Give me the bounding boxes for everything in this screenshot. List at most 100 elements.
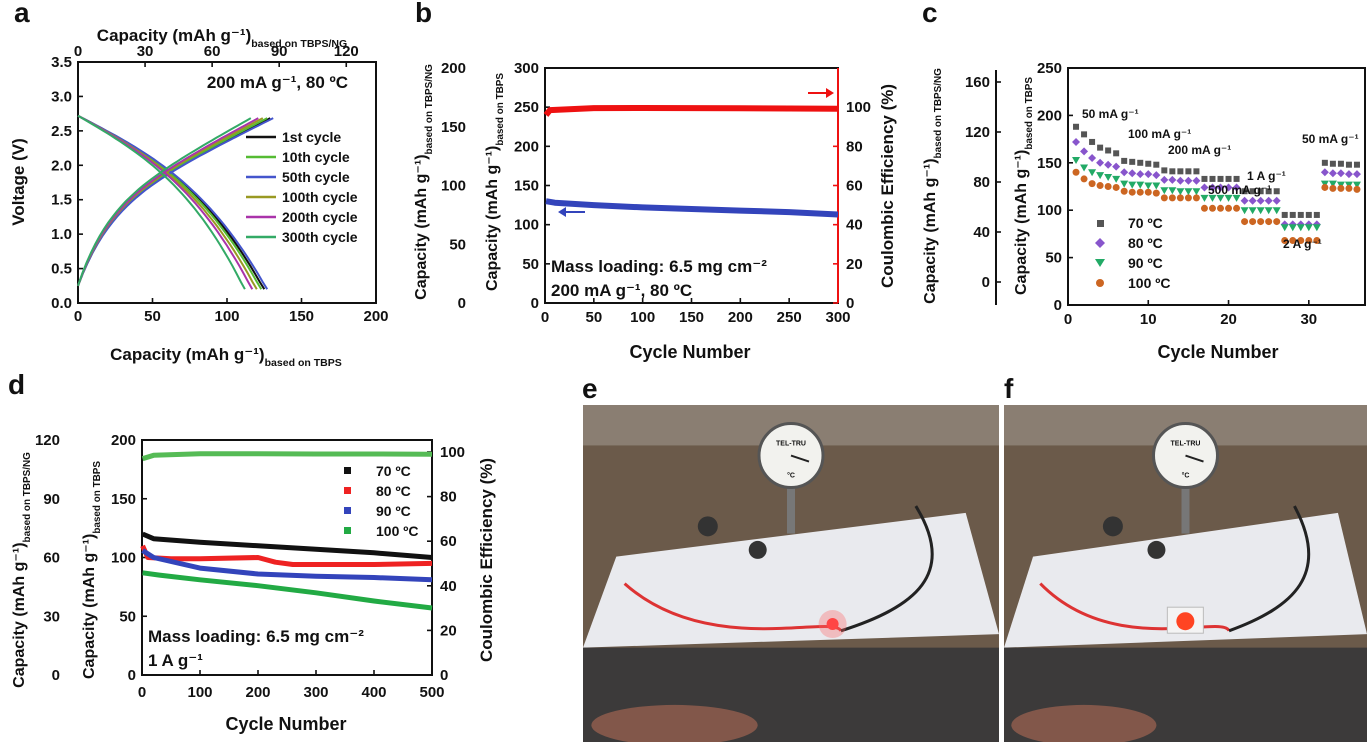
- chart-c-point: [1152, 182, 1161, 190]
- chart-c-outer-ytick-label: 160: [965, 74, 990, 91]
- chart-d-xtick-label: 0: [138, 684, 146, 701]
- chart-c-point: [1144, 170, 1153, 179]
- chart-c-y-outer-title: Capacity (mAh g⁻¹)based on TBPS/NG: [922, 68, 944, 304]
- chart-c-point: [1153, 161, 1160, 168]
- chart-c-point: [1352, 170, 1361, 179]
- chart-d-y-outer-title: Capacity (mAh g⁻¹)based on TBPS/NG: [11, 452, 33, 688]
- photo-f-glow: [1011, 704, 1157, 742]
- chart-b-y2tick-label: 80: [846, 138, 863, 155]
- chart-c-legend-label: 90 ºC: [1128, 255, 1163, 271]
- chart-d-legend-label: 100 ºC: [376, 523, 418, 539]
- chart-c-point: [1097, 144, 1104, 151]
- chart-c-point: [1128, 188, 1136, 196]
- chart-d-y2-title: Coulombic Efficiency (%): [477, 458, 496, 662]
- chart-d-legend-label: 70 ºC: [376, 463, 411, 479]
- chart-c-point: [1273, 218, 1281, 226]
- chart-a-annotation: 200 mA g⁻¹, 80 ºC: [207, 73, 348, 92]
- chart-b-xtick-label: 100: [630, 309, 655, 326]
- chart-b-outer-ytick-label: 50: [449, 236, 466, 253]
- chart-b-y-title: Capacity (mAh g⁻¹)based on TBPS: [484, 73, 506, 291]
- chart-c-point: [1185, 168, 1192, 175]
- chart-c-legend-marker: [1095, 259, 1105, 267]
- chart-c-point: [1264, 207, 1273, 215]
- photo-e-thermometer-needle: [790, 454, 810, 463]
- chart-b-ytick-label: 0: [531, 295, 539, 312]
- chart-b-series-coulombic_efficiency: [543, 105, 839, 117]
- chart-c-rate-label: 500 mA g⁻¹: [1208, 183, 1271, 197]
- chart-c-point: [1297, 237, 1305, 245]
- chart-c-point: [1096, 158, 1105, 167]
- chart-a-xtick-label: 0: [74, 308, 82, 325]
- chart-c-legend-marker: [1096, 279, 1104, 287]
- chart-c-point: [1089, 138, 1096, 145]
- chart-c-point: [1160, 194, 1168, 202]
- chart-b-annotation-1: Mass loading: 6.5 mg cm⁻²: [551, 257, 767, 276]
- chart-c-point: [1328, 180, 1337, 188]
- chart-a-x2tick-label: 0: [74, 43, 82, 60]
- chart-a-x2tick-label: 60: [204, 43, 221, 60]
- chart-c-point: [1208, 204, 1216, 212]
- chart-d-series: [141, 531, 433, 560]
- chart-c-point: [1200, 204, 1208, 212]
- chart-c-xtick-label: 20: [1220, 311, 1237, 328]
- chart-c-point: [1168, 187, 1177, 195]
- chart-c-rate-label: 50 mA g⁻¹: [1082, 107, 1139, 121]
- chart-b-y2tick-label: 100: [846, 99, 871, 116]
- chart-c-point: [1240, 207, 1249, 215]
- chart-c-point: [1192, 194, 1200, 202]
- chart-c-point: [1168, 194, 1176, 202]
- chart-b-xtick-label: 150: [679, 309, 704, 326]
- photo-f-paper: [1004, 512, 1367, 648]
- chart-c-point: [1353, 161, 1360, 168]
- chart-c-point: [1272, 196, 1281, 205]
- chart-c-point: [1217, 175, 1224, 182]
- photo-e-black-wire: [840, 505, 934, 633]
- chart-d-ytick-label: 150: [111, 491, 136, 508]
- chart-c-point: [1321, 159, 1328, 166]
- chart-c-legend-label: 80 ºC: [1128, 235, 1163, 251]
- chart-a-x2tick-label: 120: [334, 43, 359, 60]
- photo-e-thermometer-unit: °C: [787, 472, 795, 480]
- chart-d-xtick-label: 400: [361, 684, 386, 701]
- chart-d-x-title: Cycle Number: [225, 714, 346, 734]
- chart-c-plot-area: [1067, 67, 1366, 306]
- chart-c-point: [1128, 181, 1137, 189]
- chart-a-xtick-label: 150: [289, 308, 314, 325]
- chart-a-legend-label: 1st cycle: [282, 129, 341, 145]
- panel-letter-a: a: [14, 0, 30, 28]
- chart-c-point: [1248, 207, 1257, 215]
- chart-c-point: [1105, 147, 1112, 154]
- chart-c-point: [1073, 123, 1080, 130]
- chart-c-rate-label: 1 A g⁻¹: [1247, 169, 1286, 183]
- chart-d-outer-ytick-label: 0: [52, 667, 60, 684]
- chart-c-rate-label: 200 mA g⁻¹: [1168, 143, 1231, 157]
- chart-a-ytick-label: 2.5: [51, 123, 72, 140]
- chart-b-y2tick-label: 0: [846, 295, 854, 312]
- chart-c-xtick-label: 30: [1300, 311, 1317, 328]
- chart-c-point: [1161, 167, 1168, 174]
- photo-f-led: [1176, 612, 1195, 631]
- chart-c-point: [1184, 194, 1192, 202]
- chart-a-x-title: Capacity (mAh g⁻¹)based on TBPS: [110, 345, 342, 369]
- chart-a-x2-title: Capacity (mAh g⁻¹)based on TBPS/NG: [97, 26, 347, 50]
- chart-c-point: [1184, 188, 1193, 196]
- chart-c-point: [1144, 182, 1153, 190]
- chart-c-point: [1264, 196, 1273, 205]
- chart-c-point: [1344, 170, 1353, 179]
- chart-c-ytick-label: 200: [1037, 107, 1062, 124]
- chart-b-arrowhead-left: [558, 207, 566, 217]
- chart-c-point: [1304, 224, 1313, 232]
- chart-c-point: [1289, 237, 1297, 245]
- chart-c-point: [1129, 158, 1136, 165]
- chart-c-rate-label: 2 A g⁻¹: [1283, 237, 1322, 251]
- chart-c-point: [1081, 131, 1088, 138]
- chart-c-point: [1177, 168, 1184, 175]
- chart-b: 0 50 100 150 200 250 3000501001502002503000501…: [413, 60, 897, 362]
- chart-c-point: [1104, 160, 1113, 169]
- chart-c-point: [1121, 157, 1128, 164]
- chart-c-point: [1241, 218, 1249, 226]
- chart-c-point: [1120, 187, 1128, 195]
- chart-a-y-title: Voltage (V): [9, 138, 28, 226]
- chart-c-point: [1096, 172, 1105, 180]
- chart-d-legend-marker: [344, 467, 351, 474]
